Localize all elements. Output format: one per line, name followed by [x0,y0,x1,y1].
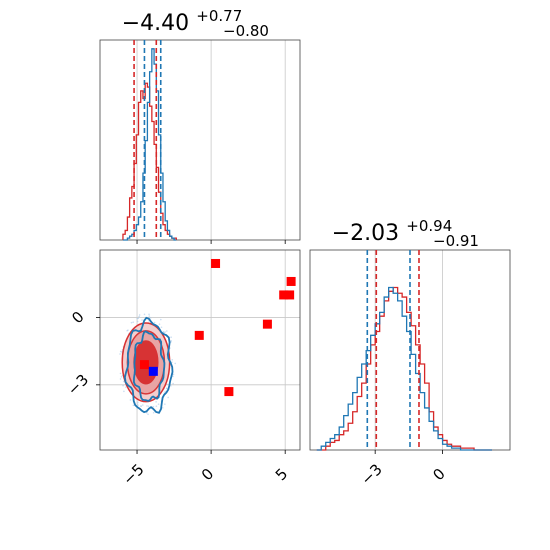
title-param2: −2.03 +0.94 [332,217,452,246]
sample-point [127,329,129,331]
red-marker-point [224,387,234,397]
red-marker-point [286,276,296,286]
sample-point [119,372,122,375]
sample-point [170,336,172,338]
histogram-blue-step [316,286,493,451]
sample-point [136,317,139,320]
histogram-blue-step [122,48,177,241]
title-param1-main: −4.40 [122,11,189,36]
sample-point [119,378,122,380]
histogram-param2: −3 0 [309,249,511,489]
joint-contour-plot: −5 0 5 0 −3 [64,249,301,489]
sample-point [136,320,139,323]
histogram-red-step [122,82,177,240]
sample-point [143,313,146,316]
sample-point [152,405,155,408]
title-param1-sub: −0.80 [223,22,269,40]
sample-point [158,323,161,325]
sample-point [172,373,175,376]
sample-point [164,390,167,393]
sample-point [166,330,168,332]
sample-point [146,405,148,407]
sample-point [130,321,133,324]
sample-point [152,411,155,414]
sample-point [137,401,139,404]
sample-point [167,396,169,399]
red-marker-point [139,360,149,370]
red-marker-point [194,330,204,340]
sample-point [157,403,160,405]
sample-point [153,321,156,324]
blue-contour-level-1 [123,316,174,414]
title-param2-sub: −0.91 [433,232,479,250]
x-tick-label-param2: −3 [357,460,385,488]
sample-point [132,321,134,323]
sample-point [147,413,149,416]
x-tick-label-joint: −5 [119,460,147,488]
x-tick-label-joint: 5 [272,465,291,484]
sample-point [140,405,142,407]
blue-marker-point [148,366,158,376]
sample-point [172,382,174,385]
sample-point [166,387,168,390]
sample-point [160,326,163,329]
y-tick-label-joint: −3 [64,371,92,399]
sample-point [119,350,122,353]
sample-point [174,362,177,365]
sample-point [132,404,135,407]
title-param2-main: −2.03 [332,221,399,246]
sample-point [170,385,172,387]
sample-point [137,404,139,407]
red-marker-point [211,258,221,268]
red-marker-point [285,290,295,300]
sample-point [136,403,139,405]
sample-point [171,358,174,361]
joint-frame [99,249,301,451]
title-param1: −4.40 +0.77 [122,7,242,36]
sample-point [125,386,127,388]
x-tick-label-joint: 0 [198,465,217,484]
sample-point [120,376,123,378]
sample-point [119,353,121,355]
sample-point [141,319,143,321]
red-marker-point [279,290,289,300]
sample-point [138,315,140,318]
sample-point [122,384,124,387]
sample-point [138,314,141,316]
y-tick-label-joint: 0 [68,308,87,327]
title-param1-sup: +0.77 [196,7,242,25]
sample-point [155,401,157,403]
sample-point [164,403,166,405]
sample-point [172,375,174,378]
blue-contour-level-2 [132,330,166,402]
sample-point [129,399,132,401]
sample-point [155,405,158,408]
sample-point [148,315,151,317]
histogram-param1 [99,39,301,244]
sample-point [170,339,172,342]
sample-point [149,317,152,319]
sample-point [146,411,148,414]
sample-point [123,390,125,393]
sample-point [122,380,125,383]
sample-point [147,405,150,408]
title-param2-sup: +0.94 [406,217,452,235]
histogram-frame [99,39,301,241]
sample-point [160,318,162,321]
sample-point [141,404,144,406]
red-marker-point [262,319,272,329]
histogram-red-step [316,286,493,451]
sample-point [148,313,150,316]
sample-point [161,407,164,409]
x-tick-label-param2: 0 [429,465,448,484]
